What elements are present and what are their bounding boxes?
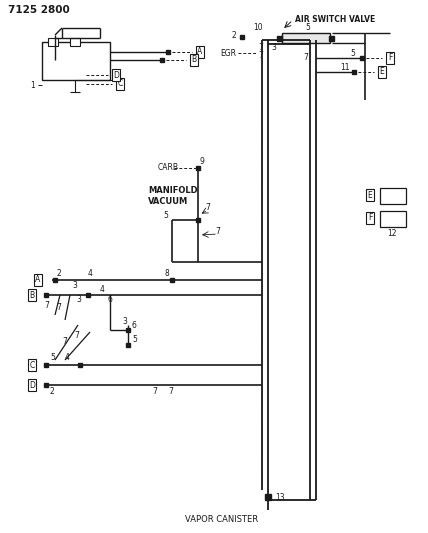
Text: A: A (197, 47, 202, 56)
Text: CARB: CARB (158, 164, 179, 173)
Text: 5: 5 (163, 211, 168, 220)
Text: 3: 3 (72, 280, 77, 289)
Text: 5: 5 (132, 335, 137, 344)
Text: 7: 7 (303, 53, 308, 62)
Bar (240, 35, 244, 39)
Bar (380, 211, 406, 227)
Bar (48, 38, 58, 46)
Text: F: F (388, 53, 392, 62)
Text: 10: 10 (253, 23, 263, 33)
Text: 5: 5 (350, 49, 355, 58)
Text: E: E (380, 68, 384, 77)
Bar (282, 33, 330, 43)
Text: B: B (191, 55, 196, 64)
Text: AIR SWITCH VALVE: AIR SWITCH VALVE (295, 15, 375, 25)
Bar (126, 328, 130, 332)
Bar (160, 58, 164, 62)
Text: E: E (368, 190, 372, 199)
Bar (170, 278, 174, 282)
Text: 11: 11 (340, 62, 350, 71)
Text: 2: 2 (57, 269, 62, 278)
Text: 4: 4 (88, 270, 93, 279)
Text: C: C (117, 79, 123, 88)
Text: 13: 13 (275, 492, 285, 502)
Text: 2: 2 (50, 387, 55, 397)
Bar (265, 494, 271, 500)
Bar (360, 56, 364, 60)
Text: C: C (30, 360, 35, 369)
Text: 3: 3 (122, 318, 127, 327)
Text: 12: 12 (387, 230, 396, 238)
Text: 7: 7 (44, 301, 49, 310)
Bar (126, 343, 130, 347)
Text: 3: 3 (76, 295, 81, 304)
Bar (86, 293, 90, 297)
Text: 7: 7 (152, 387, 157, 397)
Bar (330, 36, 335, 41)
Text: MANIFOLD
VACUUM: MANIFOLD VACUUM (148, 187, 198, 206)
Bar (196, 218, 200, 222)
Bar (70, 38, 80, 46)
Text: 4: 4 (100, 285, 105, 294)
Text: 7: 7 (56, 303, 61, 312)
Text: 7: 7 (258, 43, 263, 52)
Text: 5: 5 (305, 22, 310, 31)
Text: VAPOR CANISTER: VAPOR CANISTER (185, 515, 259, 524)
Text: 5: 5 (50, 353, 55, 362)
Text: 9: 9 (200, 157, 205, 166)
Bar (196, 166, 200, 170)
Text: D: D (29, 381, 35, 390)
Text: B: B (30, 290, 35, 300)
Text: D: D (113, 70, 119, 79)
Bar (277, 36, 282, 41)
Bar (44, 363, 48, 367)
Text: 7: 7 (62, 337, 67, 346)
Bar (44, 383, 48, 387)
Bar (380, 188, 406, 204)
Text: 7: 7 (215, 228, 220, 237)
Bar (44, 293, 48, 297)
Text: 7: 7 (168, 387, 173, 397)
Bar (352, 70, 356, 74)
Text: 1: 1 (30, 80, 35, 90)
Text: 2: 2 (232, 31, 237, 41)
Text: 7125 2800: 7125 2800 (8, 5, 70, 15)
Bar (53, 278, 57, 282)
Text: 7: 7 (205, 204, 210, 213)
Text: A: A (36, 276, 41, 285)
Text: 6: 6 (108, 295, 113, 304)
Text: 6: 6 (132, 321, 137, 330)
Text: 7: 7 (74, 330, 79, 340)
Bar (166, 50, 170, 54)
Bar (42, 42, 110, 80)
Text: 4: 4 (65, 353, 70, 362)
Text: 8: 8 (165, 269, 170, 278)
Text: 3: 3 (271, 43, 276, 52)
Text: 7: 7 (258, 51, 263, 60)
Text: EGR: EGR (220, 49, 236, 58)
Text: F: F (368, 214, 372, 222)
Bar (78, 363, 82, 367)
